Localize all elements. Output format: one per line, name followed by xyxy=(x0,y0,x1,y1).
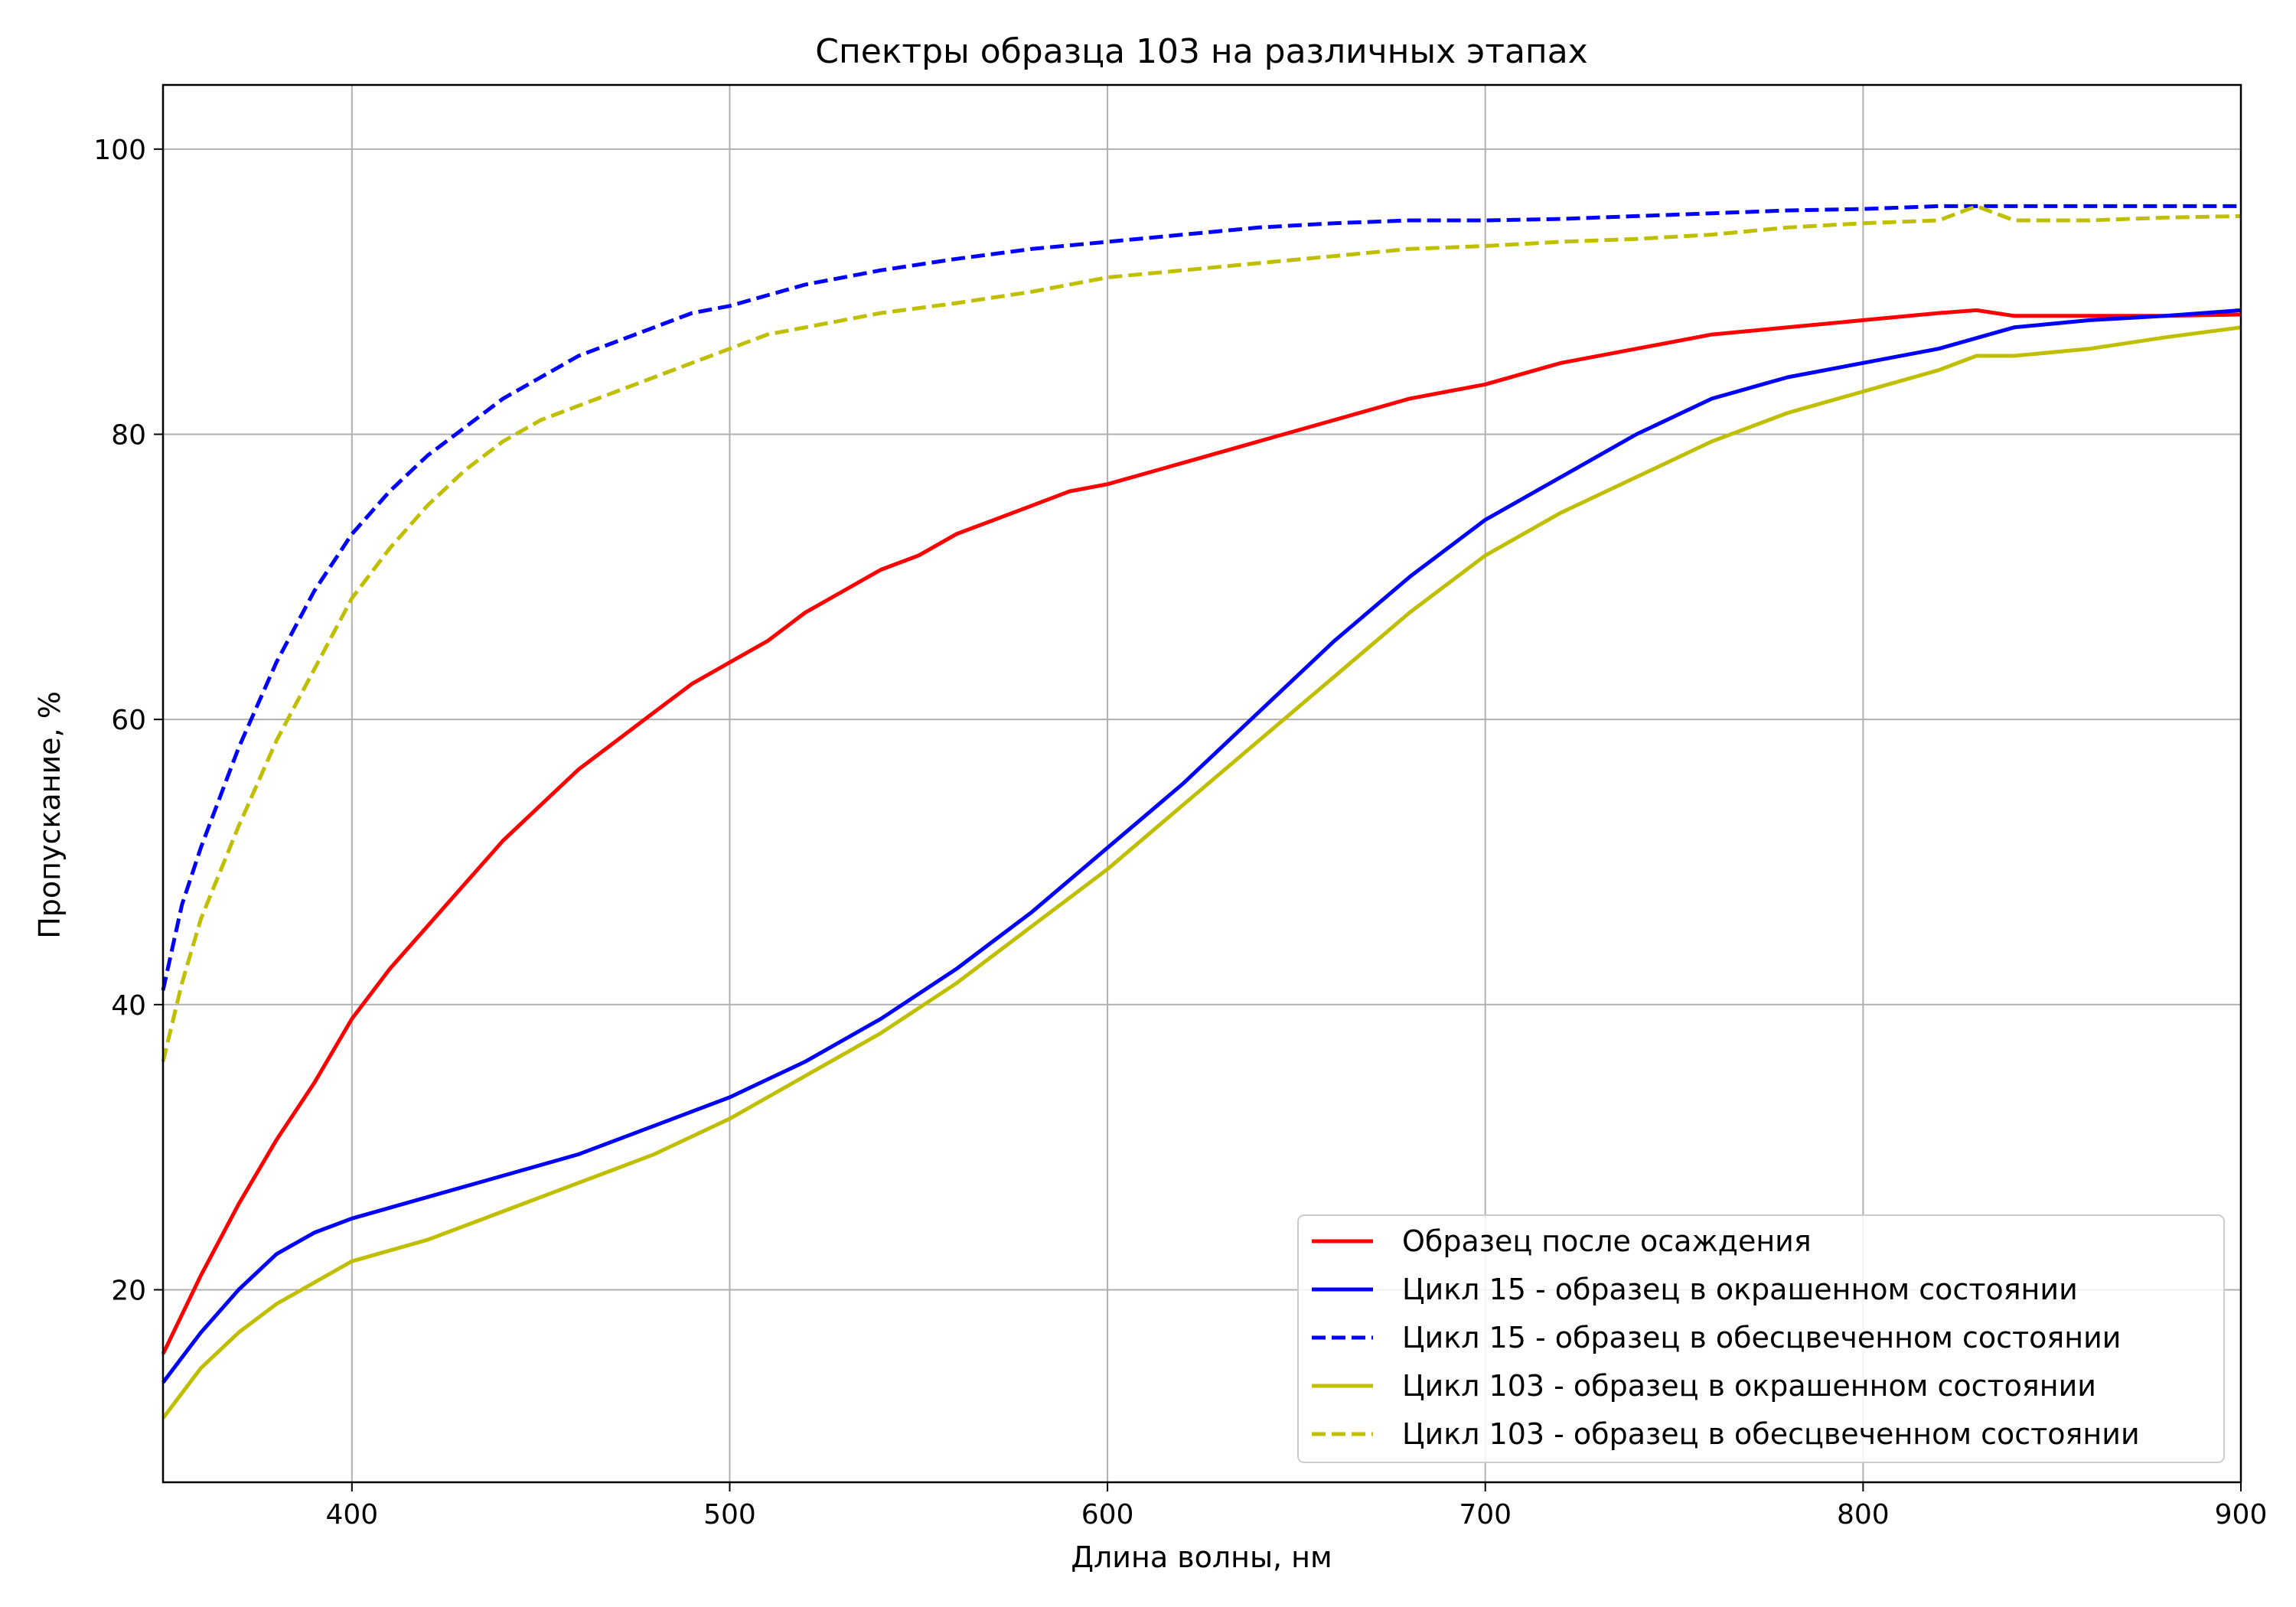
plot-series xyxy=(161,204,2242,1420)
y-tick-label: 80 xyxy=(111,420,146,451)
series-line-3 xyxy=(161,204,2241,991)
plot-frame xyxy=(161,83,2242,1484)
series-line-5 xyxy=(161,204,2242,1062)
y-tick-label: 20 xyxy=(111,1275,146,1306)
series-line-1 xyxy=(161,308,2242,1355)
legend: Образец после осаждения Цикл 15 - образец… xyxy=(1297,1214,2225,1463)
x-tick-label: 500 xyxy=(703,1499,756,1530)
x-tick-label: 600 xyxy=(1081,1499,1134,1530)
legend-label: Цикл 15 - образец в обесцвеченном состоя… xyxy=(1402,1321,2121,1354)
legend-label: Цикл 103 - образец в окрашенном состояни… xyxy=(1402,1369,2096,1403)
legend-label: Цикл 15 - образец в окрашенном состоянии xyxy=(1402,1273,2078,1306)
legend-label: Образец после осаждения xyxy=(1402,1224,1812,1258)
x-tick-label: 800 xyxy=(1837,1499,1890,1530)
x-axis-label: Длина волны, нм xyxy=(1071,1540,1332,1574)
x-tick-label: 900 xyxy=(2215,1499,2268,1530)
x-tick-label: 400 xyxy=(325,1499,378,1530)
legend-label: Цикл 103 - образец в обесцвеченном состо… xyxy=(1402,1417,2140,1451)
chart-title: Спектры образца 103 на различных этапах xyxy=(815,32,1587,71)
series-line-2 xyxy=(161,308,2242,1384)
y-tick-label: 100 xyxy=(93,135,146,166)
y-tick-label: 60 xyxy=(111,705,146,736)
series-line-4 xyxy=(161,325,2242,1420)
x-tick-label: 700 xyxy=(1459,1499,1512,1530)
grid xyxy=(163,85,2242,1482)
y-axis-label: Пропускание, % xyxy=(33,691,67,939)
legend-box xyxy=(1297,1214,2225,1463)
axis-ticks: 400 500 600 700 800 900 20 40 60 80 100 xyxy=(93,135,2267,1530)
y-tick-label: 40 xyxy=(111,990,146,1022)
